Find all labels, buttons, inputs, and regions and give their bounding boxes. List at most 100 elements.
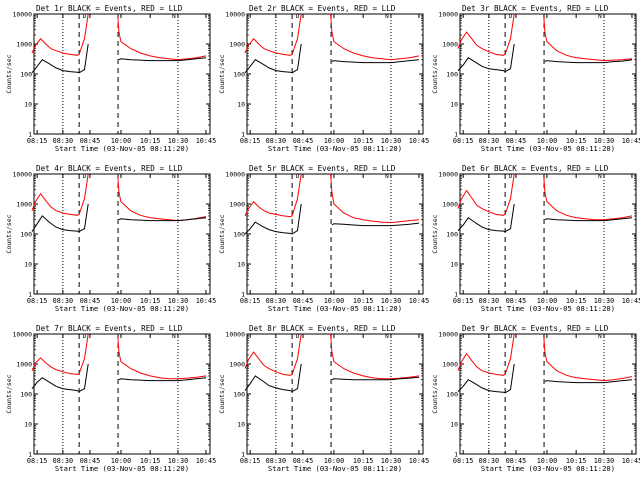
annotation-marker: N xyxy=(598,333,602,340)
y-tick-label: 1000 xyxy=(16,41,32,49)
detector-panel: Det 4r BLACK = Events, RED = LLD 1 10 100 10… xyxy=(5,164,216,313)
y-tick-label: 1000 xyxy=(229,361,245,369)
x-tick-label: 10:15 xyxy=(353,297,373,305)
events-series-line xyxy=(457,203,515,233)
x-tick-label: 10:00 xyxy=(324,297,344,305)
y-tick-label: 10 xyxy=(237,101,245,109)
y-axis-label: Counts/sec xyxy=(218,214,226,253)
y-tick-label: 100 xyxy=(233,391,245,399)
x-tick-label: 08:15 xyxy=(240,457,260,465)
detector-panel: Det 7r BLACK = Events, RED = LLD 1 10 100 10… xyxy=(5,324,216,473)
x-tick-label: 10:30 xyxy=(594,297,614,305)
events-series-line xyxy=(544,217,633,222)
x-tick-label: 10:45 xyxy=(196,457,216,465)
events-series-line xyxy=(118,57,207,62)
annotation-marker: N xyxy=(172,13,176,20)
events-series-line xyxy=(244,43,302,74)
x-tick-label: 08:30 xyxy=(479,137,499,145)
y-tick-label: 1000 xyxy=(229,201,245,209)
x-tick-label: 08:30 xyxy=(53,137,73,145)
x-tick-label: 10:30 xyxy=(381,137,401,145)
x-tick-label: 10:45 xyxy=(196,297,216,305)
x-tick-label: 08:45 xyxy=(80,457,100,465)
lld-series-line xyxy=(330,173,420,224)
events-series-line xyxy=(31,43,89,74)
events-series-line xyxy=(118,217,207,222)
y-tick-label: 10000 xyxy=(225,331,245,339)
x-tick-label: 10:15 xyxy=(140,457,160,465)
x-tick-label: 10:30 xyxy=(381,457,401,465)
x-tick-label: 10:15 xyxy=(140,137,160,145)
x-tick-label: 08:30 xyxy=(266,137,286,145)
panel-title: Det 7r BLACK = Events, RED = LLD xyxy=(36,324,183,333)
annotation-marker: N xyxy=(172,173,176,180)
x-tick-label: 08:15 xyxy=(240,137,260,145)
y-tick-label: 10 xyxy=(24,421,32,429)
events-series-line xyxy=(544,59,633,64)
x-tick-label: 08:30 xyxy=(479,297,499,305)
y-tick-label: 1 xyxy=(28,131,32,139)
x-tick-label: 10:00 xyxy=(111,297,131,305)
lld-series-line xyxy=(457,333,515,376)
y-tick-label: 1 xyxy=(241,451,245,459)
lld-series-line xyxy=(117,173,207,222)
y-tick-label: 10000 xyxy=(12,171,32,179)
lld-series-line xyxy=(457,13,515,56)
x-axis-label: Start Time (03-Nov-05 08:11:20) xyxy=(481,144,615,153)
plot-frame xyxy=(246,173,424,295)
events-series-line xyxy=(244,363,302,393)
x-axis-label: Start Time (03-Nov-05 08:11:20) xyxy=(268,144,402,153)
x-tick-label: 10:15 xyxy=(566,137,586,145)
y-tick-label: 10000 xyxy=(225,171,245,179)
events-series-line xyxy=(331,59,420,64)
x-tick-label: 10:15 xyxy=(140,297,160,305)
x-tick-label: 08:15 xyxy=(27,457,47,465)
lld-series-line xyxy=(244,173,302,218)
x-tick-label: 10:00 xyxy=(537,137,557,145)
y-tick-label: 10 xyxy=(237,421,245,429)
y-tick-label: 10 xyxy=(450,261,458,269)
panel-title: Det 3r BLACK = Events, RED = LLD xyxy=(462,4,609,13)
annotation-marker: D xyxy=(509,13,513,20)
lld-series-line xyxy=(543,13,633,62)
events-series-line xyxy=(118,377,207,382)
y-tick-label: 10000 xyxy=(438,11,458,19)
y-tick-label: 10000 xyxy=(438,171,458,179)
x-tick-label: 10:30 xyxy=(594,137,614,145)
x-tick-label: 10:00 xyxy=(111,457,131,465)
y-tick-label: 100 xyxy=(20,231,32,239)
panel-title: Det 2r BLACK = Events, RED = LLD xyxy=(249,4,396,13)
x-tick-label: 10:45 xyxy=(622,137,640,145)
x-tick-label: 08:45 xyxy=(506,137,526,145)
x-tick-label: 10:15 xyxy=(566,457,586,465)
annotation-marker: D xyxy=(296,13,300,20)
annotation-marker: N xyxy=(598,173,602,180)
x-tick-label: 08:15 xyxy=(27,297,47,305)
events-series-line xyxy=(331,222,420,227)
x-tick-label: 10:15 xyxy=(353,457,373,465)
events-series-line xyxy=(31,203,89,233)
events-series-line xyxy=(244,203,302,235)
x-tick-label: 10:30 xyxy=(168,137,188,145)
x-tick-label: 08:15 xyxy=(453,137,473,145)
x-tick-label: 10:30 xyxy=(168,457,188,465)
events-series-line xyxy=(457,363,515,394)
y-tick-label: 1 xyxy=(28,291,32,299)
y-tick-label: 10 xyxy=(237,261,245,269)
x-tick-label: 08:30 xyxy=(266,297,286,305)
y-axis-label: Counts/sec xyxy=(5,374,13,413)
annotation-marker: D xyxy=(509,173,513,180)
y-tick-label: 1 xyxy=(241,131,245,139)
lld-series-line xyxy=(543,173,633,221)
y-tick-label: 1000 xyxy=(16,201,32,209)
lld-series-line xyxy=(117,13,207,61)
x-tick-label: 08:30 xyxy=(53,457,73,465)
y-axis-label: Counts/sec xyxy=(431,214,439,253)
detector-panel: Det 8r BLACK = Events, RED = LLD 1 10 100 10… xyxy=(218,324,429,473)
y-tick-label: 100 xyxy=(233,231,245,239)
annotation-marker: D xyxy=(83,333,87,340)
events-series-line xyxy=(331,376,420,381)
plot-frame xyxy=(33,173,211,295)
plot-frame xyxy=(33,13,211,135)
y-tick-label: 1000 xyxy=(229,41,245,49)
